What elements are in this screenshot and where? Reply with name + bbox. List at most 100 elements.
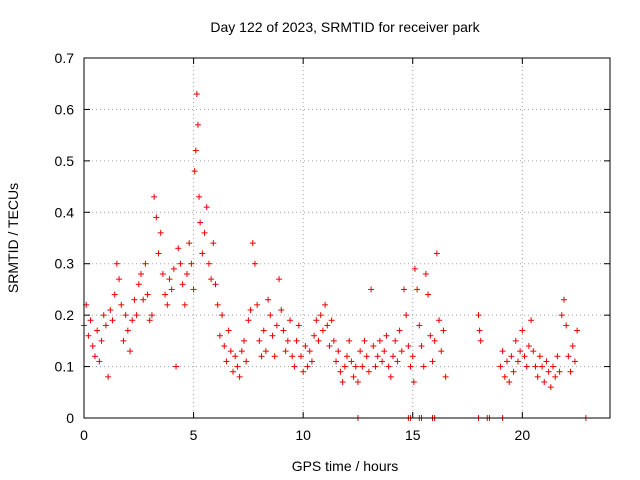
data-point — [166, 276, 173, 283]
data-point — [475, 312, 482, 319]
data-point — [376, 337, 383, 344]
data-point — [142, 260, 149, 267]
data-point — [400, 286, 407, 293]
data-point — [363, 353, 370, 360]
data-point — [302, 343, 309, 349]
data-point — [414, 286, 421, 293]
data-point — [116, 276, 123, 283]
grid-lines — [84, 58, 610, 418]
data-point — [111, 291, 118, 298]
data-point — [322, 301, 329, 308]
data-point — [506, 379, 513, 385]
data-point — [170, 265, 177, 272]
data-point — [87, 317, 94, 324]
data-point — [525, 343, 532, 349]
y-tick-label: 0.2 — [55, 307, 75, 323]
data-point — [565, 353, 572, 360]
data-point — [124, 327, 131, 334]
y-tick-label: 0.6 — [55, 101, 75, 117]
data-point — [497, 363, 504, 370]
data-point — [284, 337, 291, 344]
data-point — [416, 322, 423, 329]
data-point — [173, 363, 180, 370]
data-point — [254, 301, 261, 308]
data-point — [352, 363, 359, 370]
data-point — [422, 271, 429, 277]
data-point — [232, 353, 239, 360]
data-point — [547, 384, 554, 391]
data-point — [536, 353, 543, 360]
data-point — [291, 363, 298, 370]
data-point — [262, 348, 269, 355]
data-point — [295, 322, 302, 329]
data-point — [94, 327, 101, 334]
data-point — [278, 307, 285, 313]
data-point — [153, 214, 160, 221]
data-point — [319, 327, 326, 334]
data-point — [409, 353, 416, 360]
data-point — [196, 193, 203, 200]
data-point — [135, 281, 142, 288]
data-point — [148, 312, 155, 319]
data-point — [390, 353, 397, 360]
x-tick-label: 10 — [295, 427, 311, 443]
data-point — [519, 327, 526, 334]
data-point — [381, 348, 388, 355]
data-point — [405, 343, 412, 349]
data-point — [205, 260, 212, 267]
data-point — [225, 327, 232, 334]
data-point — [330, 337, 337, 344]
data-point — [194, 121, 201, 128]
y-axis-label: SRMTID / TECUs — [5, 183, 21, 293]
data-point — [120, 337, 127, 344]
data-point — [440, 327, 447, 334]
data-point — [433, 250, 440, 257]
data-point — [311, 332, 318, 339]
data-point — [223, 358, 230, 365]
data-point — [508, 353, 515, 360]
y-tick-label: 0.4 — [55, 204, 75, 220]
data-point — [499, 348, 506, 355]
data-point — [545, 368, 552, 375]
data-point — [512, 337, 519, 344]
data-point — [177, 260, 184, 267]
data-point — [129, 317, 136, 324]
data-point — [221, 343, 228, 349]
data-point — [477, 337, 484, 344]
data-point — [271, 353, 278, 360]
data-point — [118, 301, 125, 308]
data-point — [560, 296, 567, 303]
data-point — [517, 348, 524, 355]
data-point — [361, 337, 368, 344]
data-point — [534, 373, 541, 380]
data-point — [219, 312, 226, 319]
data-point — [313, 317, 320, 324]
data-point — [346, 337, 353, 344]
data-point — [501, 373, 508, 380]
data-point — [554, 353, 561, 360]
data-point — [372, 363, 379, 370]
x-tick-label: 5 — [190, 427, 198, 443]
data-point — [276, 276, 283, 283]
data-point — [425, 291, 432, 298]
data-point — [245, 317, 252, 324]
data-point — [267, 312, 274, 319]
data-point — [240, 337, 247, 344]
data-point — [155, 250, 162, 257]
data-point — [107, 307, 114, 313]
data-point — [144, 291, 151, 298]
data-point — [328, 317, 335, 324]
x-axis-label: GPS time / hours — [292, 458, 399, 474]
data-point — [574, 327, 581, 334]
data-point — [510, 368, 517, 375]
data-point — [420, 363, 427, 370]
data-point — [315, 337, 322, 344]
data-point — [159, 271, 166, 277]
data-point — [427, 332, 434, 339]
data-point — [289, 353, 296, 360]
data-point — [326, 343, 333, 349]
data-point — [532, 363, 539, 370]
y-tick-labels: 0 0.1 0.2 0.3 0.4 0.5 0.6 0.7 — [55, 50, 75, 426]
data-point — [374, 353, 381, 360]
